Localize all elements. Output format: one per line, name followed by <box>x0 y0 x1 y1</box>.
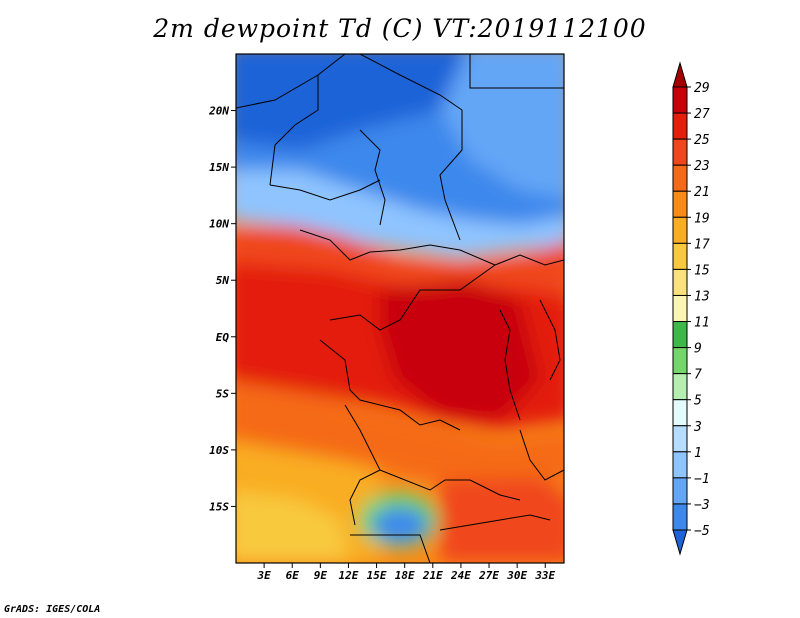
colorbar-segment <box>672 477 688 505</box>
map-frame <box>235 53 565 564</box>
colorbar-label: 17 <box>694 237 710 252</box>
colorbar-bottom-arrow <box>672 529 688 556</box>
colorbar-segment <box>672 190 688 218</box>
colorbar-label: 19 <box>694 211 710 226</box>
lon-tick-label: 30E <box>506 569 527 582</box>
lon-tick-label: 15E <box>367 569 387 582</box>
colorbar-segment <box>672 451 688 479</box>
lat-tick-label: 15S <box>209 500 229 513</box>
colorbar-label: 21 <box>694 185 710 200</box>
colorbar-label: 29 <box>694 81 710 96</box>
colorbar-segment <box>672 294 688 323</box>
latitude-axis: 20N 15N 10N 5N EQ 5S 10S 15S <box>208 105 236 513</box>
colorbar-label: 9 <box>694 342 702 357</box>
colorbar-segment <box>672 268 688 296</box>
lat-tick-label: 5S <box>216 387 230 400</box>
colorbar-top-arrow <box>672 61 688 88</box>
lon-tick-label: 6E <box>286 569 300 582</box>
colorbar-segment <box>672 503 688 531</box>
colorbar-label: 13 <box>694 289 710 304</box>
lat-tick-label: 15N <box>209 161 229 174</box>
colorbar-segment <box>672 425 688 453</box>
colorbar-segment <box>672 112 688 140</box>
colorbar-label: −3 <box>694 498 710 513</box>
lat-tick-label: 10S <box>209 444 229 457</box>
dewpoint-field <box>236 54 564 563</box>
colorbar-label: 1 <box>694 446 702 461</box>
colorbar-label: 5 <box>694 394 702 409</box>
colorbar-segment <box>672 138 688 166</box>
lon-tick-label: 18E <box>395 569 415 582</box>
colorbar-segment <box>672 373 688 401</box>
longitude-axis: 3E 6E 9E 12E 15E 18E 21E 24E 27E 30E 33E <box>256 563 556 582</box>
colorbar-segment <box>672 399 688 427</box>
lon-tick-label: 9E <box>314 569 328 582</box>
colorbar-label: 7 <box>694 368 702 383</box>
lon-tick-label: 27E <box>478 569 499 582</box>
colorbar: 29 27 25 23 21 19 17 15 13 11 9 7 5 3 1 −1 −3 −5 <box>672 61 710 556</box>
colorbar-segment <box>672 164 688 192</box>
lat-tick-label: 10N <box>209 218 229 231</box>
colorbar-segment <box>672 347 688 375</box>
lon-tick-label: 3E <box>256 569 271 582</box>
colorbar-segment <box>672 216 688 244</box>
lon-tick-label: 33E <box>534 569 555 582</box>
lon-tick-label: 24E <box>450 569 471 582</box>
colorbar-label: 23 <box>694 159 710 174</box>
chart-title: 2m dewpoint Td (C) VT:2019112100 <box>153 14 647 43</box>
lat-tick-label: 20N <box>208 105 229 118</box>
lat-tick-label: EQ <box>216 331 230 344</box>
colorbar-label: 3 <box>693 420 702 435</box>
colorbar-label: 15 <box>694 263 710 278</box>
colorbar-label: 11 <box>694 316 710 331</box>
colorbar-label: 27 <box>694 107 710 122</box>
lat-tick-label: 5N <box>216 274 230 287</box>
colorbar-label: 25 <box>694 133 710 148</box>
colorbar-label: −5 <box>694 524 710 539</box>
colorbar-label: −1 <box>694 472 710 487</box>
colorbar-segment <box>672 321 688 349</box>
country-borders <box>236 54 564 563</box>
colorbar-segment <box>672 242 688 270</box>
lon-tick-label: 21E <box>422 569 443 582</box>
lon-tick-label: 12E <box>339 569 359 582</box>
colorbar-segment <box>672 86 688 114</box>
grads-credit: GrADS: IGES/COLA <box>4 604 101 615</box>
